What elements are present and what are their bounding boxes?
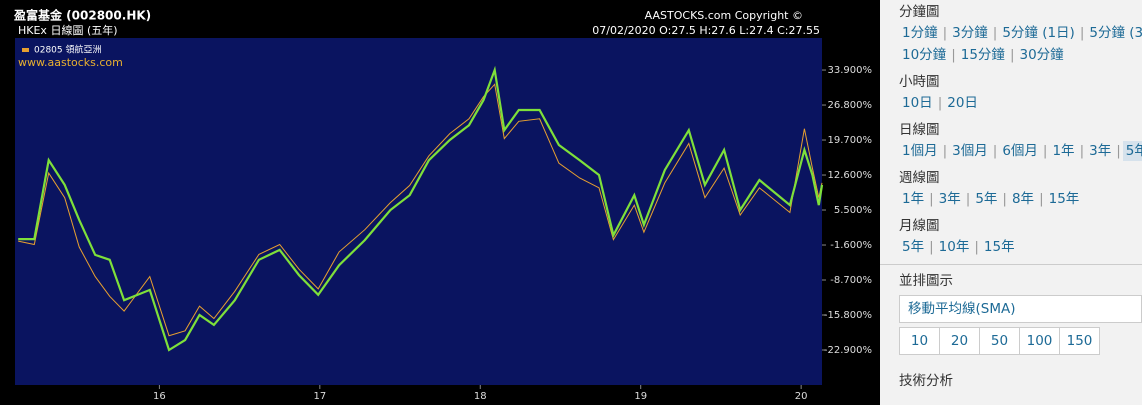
separator: | [1116, 143, 1121, 159]
legend-swatch [22, 48, 29, 52]
chart-subtitle: HKEx 日線圖 (五年) [18, 23, 118, 37]
overlay-title: 並排圖示 [899, 273, 953, 289]
y-tick-label: -1.600% [830, 240, 872, 251]
separator: | [974, 239, 979, 255]
period-link[interactable]: 5年 [975, 191, 998, 207]
period-link[interactable]: 20日 [947, 95, 978, 111]
separator: | [1009, 47, 1015, 63]
y-tick-label: -8.700% [830, 275, 872, 286]
y-tick-label: 33.900% [828, 65, 873, 76]
period-link[interactable]: 3分鐘 [952, 25, 988, 41]
x-tick-label: 17 [313, 391, 326, 402]
section-title: 日線圖 [899, 122, 940, 138]
period-link[interactable]: 10分鐘 [902, 47, 947, 63]
section-title: 小時圖 [899, 74, 940, 90]
indicator-select[interactable]: 移動平均線(SMA) [899, 295, 1142, 323]
period-link[interactable]: 1分鐘 [902, 25, 938, 41]
period-link[interactable]: 1個月 [902, 143, 938, 159]
period-link[interactable]: 30分鐘 [1019, 47, 1064, 63]
period-link[interactable]: 6個月 [1002, 143, 1038, 159]
x-tick-label: 16 [153, 391, 166, 402]
separator: | [992, 143, 998, 159]
divider [880, 264, 1142, 265]
separator: | [965, 191, 971, 207]
y-tick-label: -15.800% [824, 310, 872, 321]
legend-label: 02805 領航亞洲 [34, 44, 102, 56]
separator: | [937, 95, 943, 111]
period-link[interactable]: 3個月 [952, 143, 988, 159]
period-link[interactable]: 5分鐘 (1日) [1002, 25, 1075, 41]
separator: | [929, 191, 934, 207]
quote-info: 07/02/2020 O:27.5 H:27.6 L:27.4 C:27.55 [592, 24, 820, 37]
copyright: AASTOCKS.com Copyright © [645, 9, 803, 22]
chart: 盈富基金 (002800.HK) HKEx 日線圖 (五年) 07/02/202… [13, 8, 873, 403]
x-tick-label: 19 [634, 391, 647, 402]
period-link[interactable]: 15年 [1048, 191, 1080, 207]
chart-section: 日線圖 1個月 | 3個月 | 6個月 | 1年 | 3年 | 5年 [880, 120, 1142, 162]
period-buttons: 10 20 50 100 150 [899, 327, 1142, 355]
watermark: www.aastocks.com [18, 56, 123, 69]
period-button[interactable]: 50 [979, 327, 1020, 355]
period-button[interactable]: 100 [1019, 327, 1060, 355]
y-tick-label: 12.600% [828, 170, 873, 181]
period-link[interactable]: 8年 [1011, 191, 1035, 207]
separator: | [1042, 143, 1048, 159]
link-row: 1分鐘|3分鐘|5分鐘 (1日)|5分鐘 (3日 [880, 22, 1142, 44]
period-link[interactable]: 5年 [1122, 141, 1142, 161]
separator: | [1039, 191, 1044, 207]
separator: | [1079, 143, 1085, 159]
link-row: 5年 | 10年 | 15年 [880, 236, 1142, 258]
section-title: 月線圖 [899, 218, 940, 234]
link-row: 1年 | 3年 | 5年 | 8年 | 15年 [880, 188, 1142, 210]
link-row: 10分鐘 | 15分鐘 | 30分鐘 [880, 44, 1142, 66]
series-line [18, 65, 824, 352]
technical-title: 技術分析 [899, 373, 953, 389]
section-title: 週線圖 [899, 170, 940, 186]
section-title: 分鐘圖 [899, 4, 940, 20]
y-tick-label: 19.700% [828, 135, 873, 146]
period-link[interactable]: 1年 [1052, 143, 1075, 159]
period-link[interactable]: 15年 [983, 239, 1015, 255]
chart-section: 週線圖 1年 | 3年 | 5年 | 8年 | 15年 [880, 168, 1142, 210]
period-button[interactable]: 20 [939, 327, 980, 355]
y-tick-label: -22.900% [824, 345, 872, 356]
period-link[interactable]: 10日 [902, 95, 933, 111]
period-button[interactable]: 10 [899, 327, 940, 355]
chart-section: 月線圖 5年 | 10年 | 15年 [880, 216, 1142, 258]
y-tick-label: 26.800% [828, 100, 873, 111]
chart-section: 小時圖 10日 | 20日 [880, 72, 1142, 114]
y-tick-label: 5.500% [834, 205, 872, 216]
x-tick-label: 18 [474, 391, 487, 402]
separator: | [1002, 191, 1007, 207]
plot-area [15, 38, 822, 385]
link-row: 10日 | 20日 [880, 92, 1142, 114]
separator: | [1079, 25, 1085, 41]
separator: | [992, 25, 998, 41]
chart-title: 盈富基金 (002800.HK) [13, 8, 151, 23]
separator: | [942, 143, 948, 159]
series-line [18, 83, 823, 337]
period-link[interactable]: 3年 [1089, 143, 1112, 159]
separator: | [951, 47, 956, 63]
period-link[interactable]: 3年 [938, 191, 961, 207]
period-link[interactable]: 1年 [902, 191, 925, 207]
period-link[interactable]: 10年 [938, 239, 970, 255]
x-tick-label: 20 [795, 391, 808, 402]
link-row: 1個月 | 3個月 | 6個月 | 1年 | 3年 | 5年 [880, 140, 1142, 162]
period-link[interactable]: 5年 [902, 239, 925, 255]
period-link[interactable]: 5分鐘 (3日 [1089, 25, 1142, 41]
separator: | [929, 239, 934, 255]
separator: | [942, 25, 948, 41]
period-link[interactable]: 15分鐘 [960, 47, 1005, 63]
period-button[interactable]: 150 [1059, 327, 1100, 355]
